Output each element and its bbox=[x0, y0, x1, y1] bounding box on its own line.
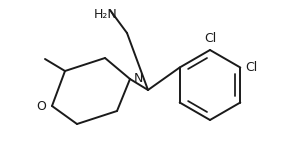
Text: Cl: Cl bbox=[245, 61, 258, 74]
Text: N: N bbox=[134, 72, 143, 85]
Text: O: O bbox=[36, 100, 46, 112]
Text: H₂N: H₂N bbox=[94, 8, 118, 21]
Text: Cl: Cl bbox=[204, 32, 216, 45]
